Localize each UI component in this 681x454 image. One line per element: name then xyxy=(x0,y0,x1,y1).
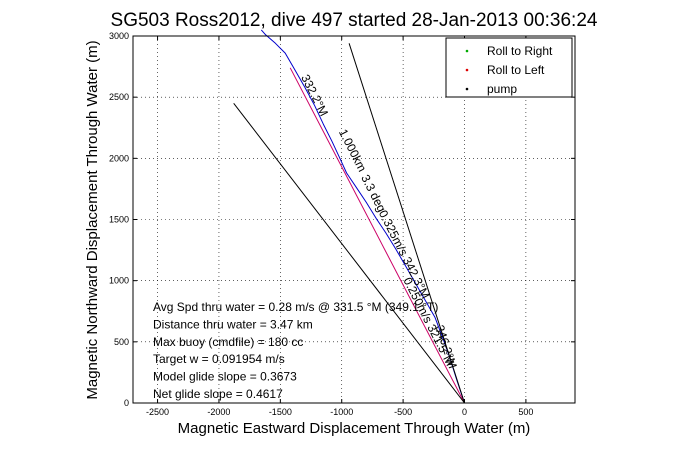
y-axis-label: Magnetic Northward Displacement Through … xyxy=(84,40,101,399)
legend: Roll to Right Roll to Left pump xyxy=(445,37,573,98)
x-tick-label: -1500 xyxy=(269,407,292,417)
x-tick-label: 0 xyxy=(462,407,467,417)
y-tick-label: 500 xyxy=(114,337,129,347)
y-tick-label: 1000 xyxy=(109,276,129,286)
x-tick-label: -500 xyxy=(394,407,412,417)
annotation-line: Max buoy (cmdfile) = 180 cc xyxy=(153,335,303,349)
y-tick-label: 2500 xyxy=(109,92,129,102)
y-tick-label: 1500 xyxy=(109,215,129,225)
y-tick-label: 2000 xyxy=(109,153,129,163)
annotation-line: Model glide slope = 0.3673 xyxy=(153,370,297,384)
legend-label: Roll to Left xyxy=(487,63,545,77)
ticks: -2500 -2000 -1500 -1000 -500 0 500 0 500 1000 1500… xyxy=(109,31,575,417)
chart-title: SG503 Ross2012, dive 497 started 28-Jan-… xyxy=(111,10,598,31)
annotation-line: Target w = 0.091954 m/s xyxy=(153,352,285,366)
legend-marker xyxy=(465,49,469,53)
y-tick-label: 3000 xyxy=(109,31,129,41)
x-tick-label: -2000 xyxy=(207,407,230,417)
x-axis-label: Magnetic Eastward Displacement Through W… xyxy=(178,420,531,437)
legend-label: pump xyxy=(487,82,517,96)
x-tick-label: 500 xyxy=(518,407,533,417)
annotation-line: Avg Spd thru water = 0.28 m/s @ 331.5 °M… xyxy=(153,300,438,314)
y-tick-label: 0 xyxy=(124,398,129,408)
legend-box xyxy=(445,37,573,98)
annotations: Avg Spd thru water = 0.28 m/s @ 331.5 °M… xyxy=(153,300,438,401)
legend-label: Roll to Right xyxy=(487,44,553,58)
legend-marker xyxy=(465,87,469,91)
annotation-line: Net glide slope = 0.4617 xyxy=(153,387,283,401)
series-line-2 xyxy=(289,67,465,404)
series-line-3 xyxy=(233,102,465,404)
series-line-1 xyxy=(260,29,465,404)
series-line-4 xyxy=(348,43,465,404)
annotation-line: Distance thru water = 3.47 km xyxy=(153,317,313,331)
series-layer xyxy=(233,29,465,404)
x-tick-label: -1000 xyxy=(330,407,353,417)
x-tick-label: -2500 xyxy=(146,407,169,417)
legend-marker xyxy=(465,68,469,72)
